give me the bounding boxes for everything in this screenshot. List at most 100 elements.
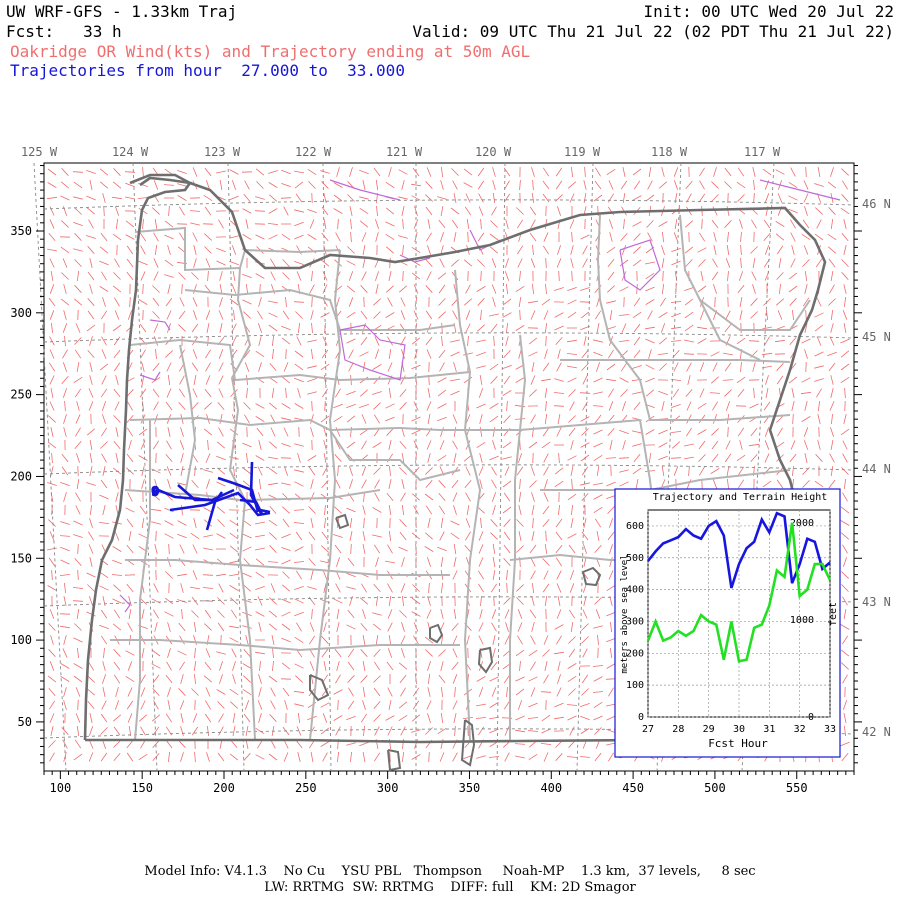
water-outline	[339, 324, 406, 381]
latitude-line	[43, 464, 855, 475]
inset-title: Trajectory and Terrain Height	[653, 492, 828, 503]
trajectory-line	[205, 491, 224, 531]
x-tick-label: 100	[50, 781, 72, 795]
y-tick-label: 350	[10, 224, 32, 238]
latitude-line	[43, 596, 855, 607]
county-border	[596, 214, 791, 421]
forecast-hour: Fcst: 33 h	[6, 22, 122, 41]
longitude-label: 120 W	[475, 145, 512, 159]
map-title: UW WRF-GFS - 1.33km Traj	[6, 2, 238, 21]
inset-x-tick-label: 29	[703, 724, 715, 735]
longitude-line	[227, 162, 245, 772]
inset-y-tick-label: 300	[626, 616, 644, 627]
county-border	[329, 429, 461, 482]
latitude-line	[43, 199, 855, 210]
columbia-river-border	[189, 181, 827, 741]
water-outline	[149, 319, 171, 331]
x-tick-label: 450	[622, 781, 644, 795]
county-border	[110, 639, 460, 652]
trajectory-terrain-inset: Trajectory and Terrain Height 27 28 29 30 31 3…	[614, 488, 841, 758]
county-border	[309, 249, 342, 741]
county-border	[228, 267, 256, 741]
inset-y-tick-label: 200	[626, 648, 644, 659]
inset-x-tick-label: 30	[733, 724, 745, 735]
county-border	[509, 334, 527, 740]
county-border	[129, 416, 401, 432]
x-tick-label: 350	[459, 781, 481, 795]
inset-x-tick-label: 31	[763, 724, 775, 735]
latitude-line	[43, 332, 855, 343]
inset-y-right-tick-label: 1000	[790, 615, 814, 626]
y-tick-label: 300	[10, 306, 32, 320]
water-outline	[329, 179, 401, 201]
county-border	[134, 420, 151, 741]
model-info-line: Model Info: V4.1.3 No Cu YSU PBL Thompso…	[144, 864, 756, 879]
inset-y-tick-label: 400	[626, 585, 644, 596]
inset-x-axis-label: Fcst Hour	[708, 737, 768, 750]
inset-y-tick-label: 600	[626, 521, 644, 532]
longitude-label: 125 W	[21, 145, 58, 159]
inset-x-tick-label: 33	[824, 724, 836, 735]
x-tick-label: 550	[786, 781, 808, 795]
trajectory-line	[169, 491, 271, 517]
latitude-label: 44 N	[862, 462, 891, 476]
y-tick-label: 100	[10, 633, 32, 647]
inset-y-tick-label: 500	[626, 553, 644, 564]
lake-outline	[309, 674, 330, 702]
lake-outline	[429, 623, 444, 644]
x-tick-label: 400	[540, 781, 562, 795]
county-border	[129, 338, 471, 382]
trajectory-paths: 9	[151, 461, 271, 531]
trajectory-start-marker: 9	[152, 485, 159, 498]
trajectory-height-series	[646, 511, 831, 589]
county-border	[179, 344, 197, 496]
longitude-label: 122 W	[295, 145, 332, 159]
x-tick-label: 300	[377, 781, 399, 795]
longitude-label: 124 W	[112, 145, 149, 159]
y-tick-label: 200	[10, 469, 32, 483]
inset-frame	[614, 488, 841, 758]
longitude-label: 121 W	[386, 145, 423, 159]
inset-x-tick-label: 28	[672, 724, 684, 735]
trajectory-line	[259, 508, 271, 514]
inset-y-right-tick-label: 0	[808, 712, 814, 723]
water-outline	[619, 239, 661, 291]
terrain-height-series	[646, 522, 832, 663]
latitude-label: 42 N	[862, 725, 891, 739]
x-tick-label: 250	[295, 781, 317, 795]
longitude-line	[322, 162, 332, 772]
longitude-label: 117 W	[744, 145, 781, 159]
inset-y-right-axis-label: feet	[828, 602, 839, 626]
latitude-label: 46 N	[862, 197, 891, 211]
inset-y-tick-label: 100	[626, 680, 644, 691]
longitude-label: 119 W	[564, 145, 601, 159]
x-tick-label: 500	[704, 781, 726, 795]
county-border	[454, 269, 482, 741]
latitude-line	[43, 728, 855, 739]
y-tick-label: 150	[10, 551, 32, 565]
water-outline	[759, 179, 841, 201]
lake-outline	[582, 566, 602, 587]
lake-outline	[460, 719, 476, 767]
water-outline	[139, 371, 161, 381]
inset-x-tick-label: 32	[794, 724, 806, 735]
latitude-label: 45 N	[862, 330, 891, 344]
longitude-line	[496, 162, 506, 772]
latlon-grid	[33, 162, 855, 772]
latitude-label: 43 N	[862, 595, 891, 609]
init-time: Init: 00 UTC Wed 20 Jul 22	[643, 2, 894, 21]
physics-info-line: LW: RRTMG SW: RRTMG DIFF: full KM: 2D Sm…	[264, 880, 636, 895]
longitude-line	[576, 162, 594, 772]
wind-description: Oakridge OR Wind(kts) and Trajectory end…	[10, 42, 531, 61]
north-coast	[129, 173, 191, 185]
county-border	[184, 288, 456, 331]
water-outline	[119, 594, 131, 613]
longitude-label: 123 W	[204, 145, 241, 159]
inset-x-tick-label: 27	[642, 724, 654, 735]
inset-y-right-tick-label: 2000	[790, 518, 814, 529]
trajectory-description: Trajectories from hour 27.000 to 33.000	[10, 61, 405, 80]
longitude-label: 118 W	[651, 145, 688, 159]
x-tick-label: 200	[213, 781, 235, 795]
lake-outline	[477, 646, 494, 674]
county-border	[699, 299, 811, 331]
